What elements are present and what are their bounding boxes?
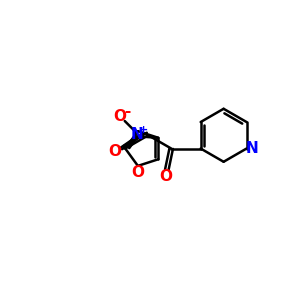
Text: O: O — [131, 165, 144, 180]
Text: -: - — [124, 104, 131, 119]
Text: O: O — [108, 143, 121, 158]
Text: O: O — [113, 109, 126, 124]
Text: N: N — [131, 128, 143, 142]
Text: O: O — [160, 169, 173, 184]
Text: +: + — [139, 125, 148, 135]
Text: N: N — [245, 141, 258, 156]
